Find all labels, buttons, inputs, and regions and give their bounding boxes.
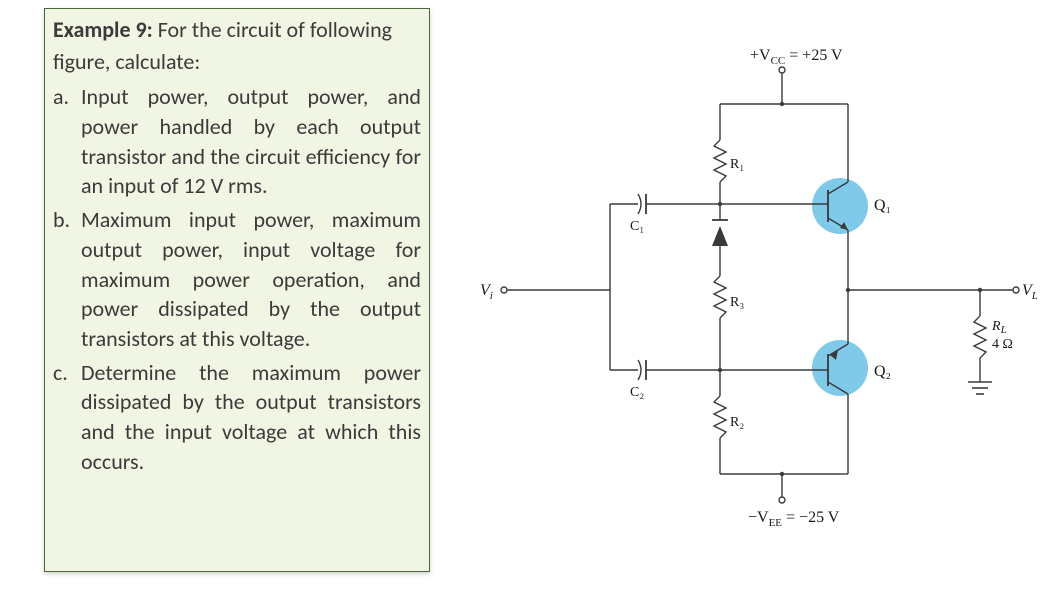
item-marker: a. [53, 82, 81, 201]
item-b: b. Maximum input power, maximum output p… [53, 205, 421, 353]
r3-resistor [714, 276, 726, 318]
item-c: c. Determine the maximum power dissipate… [53, 358, 421, 477]
stem-line-2: figure, calculate: [53, 47, 421, 77]
item-a: a. Input power, output power, and power … [53, 82, 421, 201]
vcc-label: +VCC = +25 V [750, 47, 843, 67]
circuit-svg: +VCC = +25 V −VEE = −25 V R₁ [460, 30, 1040, 550]
item-marker: c. [53, 358, 81, 477]
r3-label: R₃ [730, 295, 744, 310]
c2-label: C₂ [630, 385, 644, 400]
vee-terminal [779, 497, 785, 503]
item-text: Input power, output power, and power han… [81, 82, 421, 201]
item-text: Maximum input power, maximum output powe… [81, 205, 421, 353]
item-text: Determine the maximum power dissipated b… [81, 358, 421, 477]
rl-value: 4 Ω [992, 337, 1013, 352]
rl-resistor [974, 316, 986, 358]
problem-panel: Example 9: For the circuit of following … [44, 8, 430, 572]
rl-label: RL [991, 319, 1007, 336]
diode-icon [712, 226, 728, 246]
c1-label: C₁ [630, 219, 644, 234]
vl-label: VL [1022, 282, 1038, 302]
circuit-diagram: +VCC = +25 V −VEE = −25 V R₁ [460, 30, 1040, 550]
vee-label: −VEE = −25 V [748, 509, 840, 529]
r1-label: R₁ [730, 157, 744, 172]
r2-label: R₂ [730, 415, 744, 430]
vcc-terminal [779, 67, 785, 73]
r2-resistor [714, 396, 726, 438]
page: Example 9: For the circuit of following … [0, 0, 1058, 597]
q2-label: Q₂ [874, 363, 891, 380]
vl-terminal [1013, 287, 1019, 293]
r1-resistor [714, 140, 726, 182]
vi-terminal [501, 287, 507, 293]
example-label: Example 9: [53, 16, 153, 43]
q1-label: Q₁ [874, 197, 891, 214]
vi-label: Vi [480, 282, 493, 302]
heading-rest: For the circuit of following [153, 16, 392, 43]
item-marker: b. [53, 205, 81, 353]
example-heading: Example 9: For the circuit of following [53, 15, 421, 45]
